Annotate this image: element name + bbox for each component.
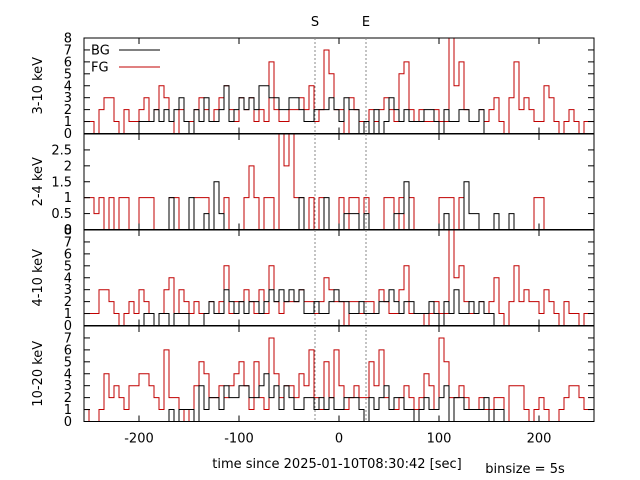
series-fg-panel-2	[84, 230, 594, 326]
x-tick-label: 100	[427, 432, 452, 447]
y-tick-label: 4	[64, 367, 72, 382]
y-tick-label: 7	[64, 43, 72, 58]
y-tick-label: 2	[64, 391, 72, 406]
x-tick-label: 200	[527, 432, 552, 447]
y-tick-label: 4	[64, 79, 72, 94]
y-tick-label: 0	[64, 415, 72, 430]
y-tick-label: 7	[64, 235, 72, 250]
y-axis-title-panel-1: 2-4 keV	[31, 157, 46, 206]
y-tick-label: 2	[64, 159, 72, 174]
y-tick-label: 1	[64, 115, 72, 130]
x-tick-label: -100	[224, 432, 254, 447]
y-tick-label: 3	[64, 283, 72, 298]
y-tick-label: 0.5	[51, 207, 72, 222]
series-fg-panel-3	[84, 337, 594, 422]
y-tick-label: 5	[64, 259, 72, 274]
series-fg-panel-1	[84, 134, 594, 230]
series-bg-panel-1	[84, 181, 594, 230]
marker-label-start: S	[311, 15, 319, 30]
panel-frame-2	[83, 229, 595, 326]
y-tick-label: 6	[64, 55, 72, 70]
legend: BG FG	[91, 44, 160, 76]
y-axis-title-panel-3: 10-20 keV	[31, 341, 46, 407]
panel-1: 00.511.522.5 2-4 keV	[31, 133, 595, 238]
y-tick-label: 7	[64, 331, 72, 346]
series-bg-panel-2	[84, 289, 594, 326]
y-tick-label: 2	[64, 103, 72, 118]
series-bg-panel-3	[84, 373, 594, 422]
y-axis-title-panel-2: 4-10 keV	[31, 249, 46, 307]
y-tick-label: 1	[64, 403, 72, 418]
y-tick-label: 0	[64, 127, 72, 142]
y-tick-label: 6	[64, 343, 72, 358]
y-tick-label: 6	[64, 247, 72, 262]
marker-label-end: E	[362, 15, 370, 30]
y-tick-label: 4	[64, 271, 72, 286]
y-tick-label: 8	[64, 224, 72, 239]
y-tick-label: 8	[64, 32, 72, 47]
y-tick-label: 5	[64, 355, 72, 370]
y-tick-label: 3	[64, 379, 72, 394]
legend-label-bg: BG	[91, 44, 110, 59]
y-tick-label: 0	[64, 319, 72, 334]
y-tick-label: 0	[64, 223, 72, 238]
y-tick-label: 5	[64, 67, 72, 82]
y-tick-label: 1.5	[51, 175, 72, 190]
x-tick-label: -200	[124, 432, 154, 447]
series-bg-panel-0	[84, 85, 594, 134]
x-tick-label: 0	[335, 432, 343, 447]
legend-label-fg: FG	[91, 61, 109, 76]
y-tick-label: 2	[64, 295, 72, 310]
y-tick-label: 3	[64, 91, 72, 106]
x-axis-title: time since 2025-01-10T08:30:42 [sec]	[212, 457, 461, 472]
y-tick-label: 1	[64, 191, 72, 206]
y-tick-label: 2.5	[51, 143, 72, 158]
binsize-note: binsize = 5s	[485, 462, 565, 477]
y-axis-title-panel-0: 3-10 keV	[31, 57, 46, 115]
y-tick-label: 1	[64, 307, 72, 322]
